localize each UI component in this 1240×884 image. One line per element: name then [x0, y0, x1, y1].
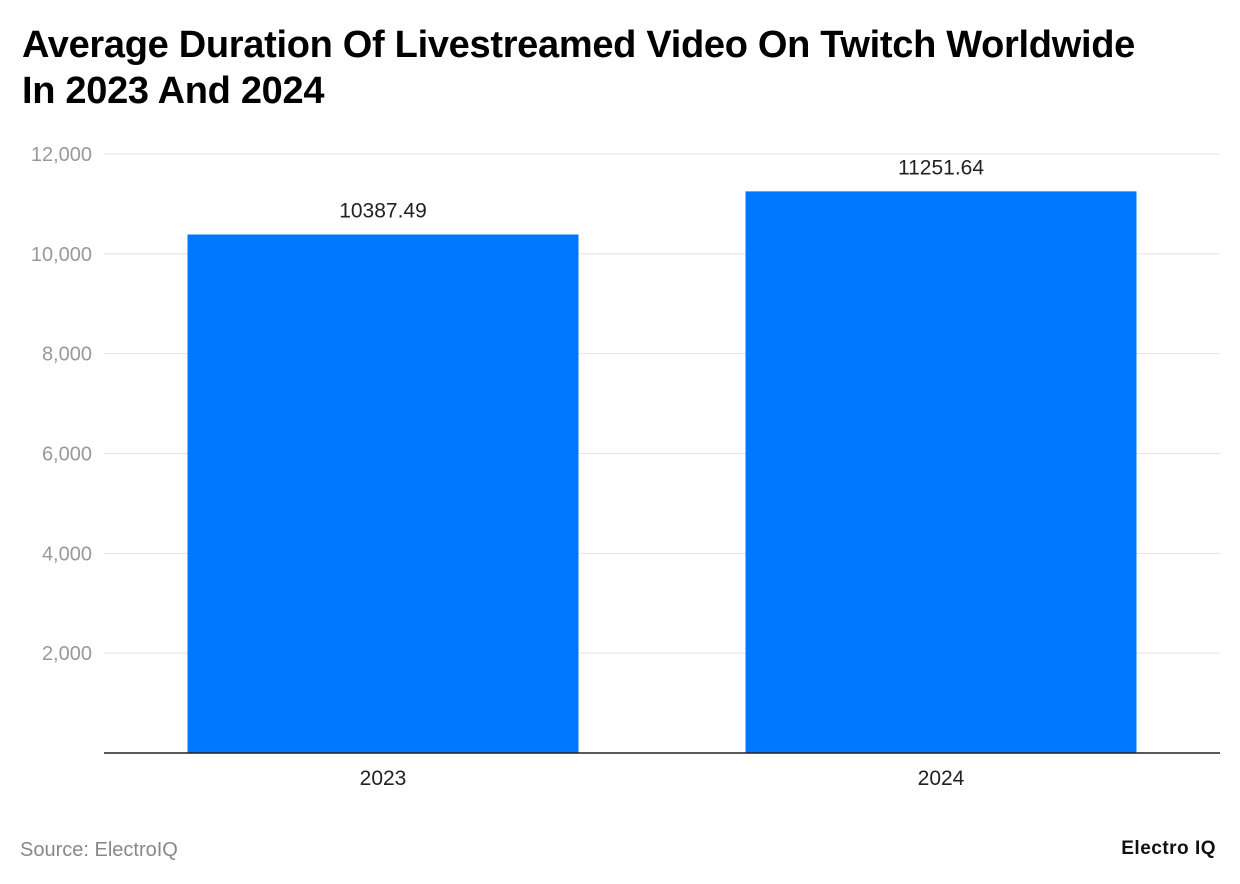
y-tick-label: 8,000: [42, 344, 92, 366]
x-tick-label: 2023: [360, 767, 407, 790]
data-label: 11251.64: [898, 156, 984, 179]
y-tick-label: 2,000: [42, 643, 92, 665]
electroiq-logo: Electro IQ: [1121, 838, 1216, 859]
bar-2023: [187, 234, 579, 754]
source-note: Source: ElectroIQ: [20, 839, 178, 861]
bar-2024: [745, 191, 1137, 753]
y-tick-label: 12,000: [31, 144, 92, 166]
x-tick-label: 2024: [918, 767, 965, 790]
y-tick-label: 10,000: [31, 244, 92, 266]
chart-title: Average Duration Of Livestreamed Video O…: [22, 24, 1135, 112]
y-tick-label: 6,000: [42, 444, 92, 466]
data-label: 10387.49: [339, 199, 427, 222]
y-tick-label: 4,000: [42, 543, 92, 565]
